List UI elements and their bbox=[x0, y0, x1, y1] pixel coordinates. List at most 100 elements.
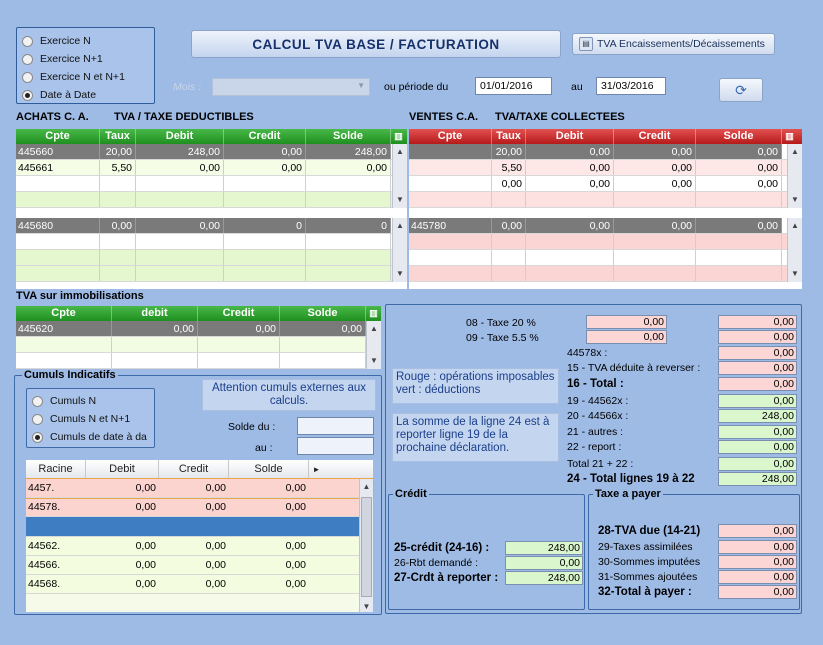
column-header[interactable]: Solde bbox=[306, 129, 391, 144]
table-row[interactable]: 44578. 0,00 0,00 0,00 bbox=[26, 498, 373, 517]
periode-label: ou période du bbox=[384, 81, 449, 93]
solde-au-field[interactable] bbox=[297, 437, 374, 455]
table-row[interactable] bbox=[409, 250, 802, 266]
cumuls-option-0[interactable]: Cumuls N bbox=[32, 392, 154, 410]
column-header[interactable]: Credit bbox=[159, 460, 229, 479]
scroll-track[interactable] bbox=[788, 234, 802, 266]
radio-icon bbox=[32, 413, 43, 425]
table-row[interactable] bbox=[409, 266, 802, 282]
column-chooser-icon[interactable]: ▥ bbox=[369, 308, 378, 318]
table-row[interactable]: 44562. 0,00 0,00 0,00 bbox=[26, 537, 373, 556]
column-header[interactable]: Debit bbox=[526, 129, 614, 144]
table-row[interactable]: 445620 0,00 0,00 0,00 bbox=[16, 321, 381, 337]
column-chooser-icon[interactable]: ▥ bbox=[785, 131, 794, 141]
summary-value: 248,00 bbox=[718, 409, 797, 423]
scroll-track[interactable] bbox=[788, 160, 802, 192]
scroll-up-icon[interactable]: ▲ bbox=[791, 147, 799, 156]
scrollbar[interactable]: ▲ ▼ bbox=[366, 321, 381, 369]
scroll-down-icon[interactable]: ▼ bbox=[791, 269, 799, 278]
table-row[interactable] bbox=[16, 234, 407, 250]
table-row[interactable]: 445780 0,00 0,00 0,00 0,00 bbox=[409, 218, 802, 234]
cumuls-option-2[interactable]: Cumuls de date à da bbox=[32, 428, 154, 446]
summary-label: 19 - 44562x : bbox=[567, 395, 629, 407]
scrollbar[interactable]: ▲ ▼ bbox=[392, 218, 407, 282]
tva-encaissements-button[interactable]: ▤ TVA Encaissements/Décaissements bbox=[572, 33, 775, 55]
mois-select[interactable]: ▼ bbox=[212, 78, 370, 96]
cumuls-grid[interactable]: Racine Debit Credit Solde ► 4457. 0,00 0,00 0,0… bbox=[25, 460, 374, 612]
ventes-grid[interactable]: Cpte Taux Debit Credit Solde ▥ 20,00 0,00 0,00 0… bbox=[409, 129, 802, 289]
table-row[interactable] bbox=[409, 234, 802, 250]
period-option-3[interactable]: Date à Date bbox=[22, 86, 154, 104]
scroll-down-icon[interactable]: ▼ bbox=[791, 195, 799, 204]
table-row[interactable] bbox=[16, 266, 407, 282]
scrollbar[interactable]: ▲ ▼ bbox=[787, 144, 802, 208]
summary-label: 16 - Total : bbox=[567, 378, 624, 390]
cumuls-option-1[interactable]: Cumuls N et N+1 bbox=[32, 410, 154, 428]
column-header[interactable]: debit bbox=[112, 306, 198, 321]
scroll-down-icon[interactable]: ▼ bbox=[370, 356, 378, 365]
date-from-field[interactable]: 01/01/2016 bbox=[475, 77, 552, 95]
scroll-down-icon[interactable]: ▼ bbox=[362, 602, 371, 611]
scroll-track[interactable] bbox=[367, 337, 381, 353]
scroll-down-icon[interactable]: ▼ bbox=[396, 269, 404, 278]
table-row[interactable] bbox=[16, 353, 381, 369]
column-header[interactable]: Cpte bbox=[409, 129, 492, 144]
column-header[interactable]: Taux bbox=[492, 129, 526, 144]
table-row[interactable]: 20,00 0,00 0,00 0,00 bbox=[409, 144, 802, 160]
table-row[interactable]: 0,00 0,00 0,00 0,00 bbox=[409, 176, 802, 192]
table-row[interactable] bbox=[409, 192, 802, 208]
date-to-field[interactable]: 31/03/2016 bbox=[596, 77, 666, 95]
column-header[interactable]: Racine bbox=[26, 460, 86, 479]
solde-du-field[interactable] bbox=[297, 417, 374, 435]
scrollbar[interactable]: ▲ ▼ bbox=[359, 479, 373, 612]
table-row[interactable] bbox=[16, 192, 407, 208]
table-cell bbox=[526, 192, 614, 207]
period-option-1[interactable]: Exercice N+1 bbox=[22, 50, 154, 68]
table-row[interactable]: 5,50 0,00 0,00 0,00 bbox=[409, 160, 802, 176]
radio-icon bbox=[22, 89, 33, 101]
table-row[interactable] bbox=[16, 250, 407, 266]
credit_lines-label: 25-crédit (24-16) : bbox=[394, 542, 490, 554]
scroll-up-icon[interactable]: ▲ bbox=[370, 324, 378, 333]
column-header[interactable]: Cpte bbox=[16, 129, 100, 144]
column-header[interactable]: Credit bbox=[198, 306, 280, 321]
column-header[interactable]: Cpte bbox=[16, 306, 112, 321]
scroll-right-icon[interactable]: ► bbox=[312, 465, 321, 474]
period-option-2[interactable]: Exercice N et N+1 bbox=[22, 68, 154, 86]
table-row[interactable]: 445680 0,00 0,00 0 0 bbox=[16, 218, 407, 234]
table-row[interactable]: 4457. 0,00 0,00 0,00 bbox=[25, 478, 374, 499]
scroll-down-icon[interactable]: ▼ bbox=[396, 195, 404, 204]
table-row[interactable] bbox=[26, 517, 373, 537]
table-row[interactable] bbox=[16, 337, 381, 353]
column-header[interactable]: Debit bbox=[86, 460, 159, 479]
scroll-track[interactable] bbox=[393, 234, 407, 266]
table-row[interactable]: 44566. 0,00 0,00 0,00 bbox=[26, 556, 373, 575]
scroll-up-icon[interactable]: ▲ bbox=[362, 482, 371, 491]
scroll-track[interactable] bbox=[393, 160, 407, 192]
table-row[interactable]: 44568. 0,00 0,00 0,00 bbox=[26, 575, 373, 594]
refresh-button[interactable]: ⟳ bbox=[719, 78, 763, 102]
table-row[interactable]: 445661 5,50 0,00 0,00 0,00 bbox=[16, 160, 407, 176]
column-header[interactable]: Debit bbox=[136, 129, 224, 144]
scrollbar[interactable]: ▲ ▼ bbox=[392, 144, 407, 208]
achats-grid[interactable]: Cpte Taux Debit Credit Solde ▥ 445660 20,00 248… bbox=[16, 129, 407, 289]
scroll-up-icon[interactable]: ▲ bbox=[396, 221, 404, 230]
column-header[interactable]: Solde bbox=[280, 306, 366, 321]
period-option-0[interactable]: Exercice N bbox=[22, 32, 154, 50]
scroll-up-icon[interactable]: ▲ bbox=[791, 221, 799, 230]
column-header[interactable]: Credit bbox=[224, 129, 306, 144]
table-row[interactable] bbox=[16, 176, 407, 192]
table-cell bbox=[224, 250, 306, 265]
column-chooser-icon[interactable]: ▥ bbox=[394, 131, 403, 141]
summary-value: 0,00 bbox=[718, 394, 797, 408]
immo-grid[interactable]: Cpte debit Credit Solde ▥ 445620 0,00 0,00 0,00… bbox=[16, 306, 381, 369]
column-header[interactable]: Solde bbox=[229, 460, 309, 479]
table-row[interactable]: 445660 20,00 248,00 0,00 248,00 bbox=[16, 144, 407, 160]
scroll-thumb[interactable] bbox=[361, 497, 372, 597]
column-header[interactable]: Credit bbox=[614, 129, 696, 144]
scroll-up-icon[interactable]: ▲ bbox=[396, 147, 404, 156]
column-header[interactable]: Taux bbox=[100, 129, 136, 144]
table-cell: 248,00 bbox=[136, 144, 224, 159]
scrollbar[interactable]: ▲ ▼ bbox=[787, 218, 802, 282]
column-header[interactable]: Solde bbox=[696, 129, 782, 144]
